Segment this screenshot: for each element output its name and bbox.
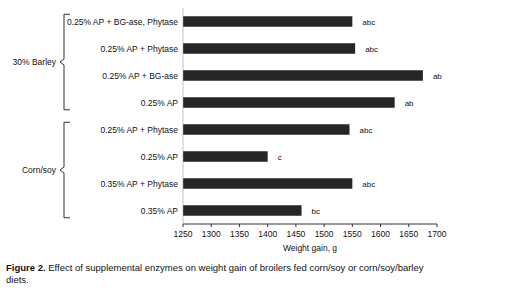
group-bracket bbox=[60, 14, 70, 110]
significance-letters: abc bbox=[362, 18, 375, 27]
x-axis-label: Weight gain, g bbox=[283, 243, 337, 253]
bar bbox=[183, 124, 350, 135]
x-tick bbox=[380, 224, 381, 227]
x-tick bbox=[211, 224, 212, 227]
category-label: 0.25% AP + BG-ase, Phytase bbox=[67, 17, 178, 27]
x-axis-line bbox=[183, 224, 437, 225]
caption-text: Effect of supplemental enzymes on weight… bbox=[6, 262, 424, 285]
x-tick-label: 1450 bbox=[286, 229, 305, 239]
significance-letters: ab bbox=[433, 72, 442, 81]
category-label: 0.25% AP bbox=[141, 98, 179, 108]
significance-letters: abc bbox=[362, 180, 375, 189]
x-tick bbox=[324, 224, 325, 227]
significance-letters: bc bbox=[312, 207, 320, 216]
x-tick-label: 1500 bbox=[315, 229, 334, 239]
x-tick-label: 1300 bbox=[202, 229, 221, 239]
x-tick-label: 1700 bbox=[428, 229, 447, 239]
bar bbox=[183, 43, 355, 54]
bar bbox=[183, 70, 423, 81]
category-label: 0.25% AP bbox=[141, 152, 179, 162]
chart-root: 0.25% AP + BG-ase, Phytaseabc0.25% AP + … bbox=[0, 0, 520, 289]
x-tick-label: 1400 bbox=[258, 229, 277, 239]
x-tick bbox=[437, 224, 438, 227]
significance-letters: abc bbox=[365, 45, 378, 54]
x-tick-label: 1350 bbox=[230, 229, 249, 239]
bar bbox=[183, 205, 302, 216]
category-label: 0.25% AP + BG-ase bbox=[102, 71, 178, 81]
x-tick bbox=[408, 224, 409, 227]
caption: Figure 2. Effect of supplemental enzymes… bbox=[6, 262, 436, 286]
x-tick-label: 1650 bbox=[399, 229, 418, 239]
bar bbox=[183, 151, 268, 162]
bars bbox=[183, 16, 423, 216]
category-label: 0.35% AP + Phytase bbox=[100, 179, 178, 189]
bar bbox=[183, 16, 352, 27]
bar bbox=[183, 97, 395, 108]
x-tick bbox=[183, 224, 184, 227]
x-tick bbox=[239, 224, 240, 227]
category-label: 0.25% AP + Phytase bbox=[100, 44, 178, 54]
significance-letters: ab bbox=[405, 99, 414, 108]
x-tick bbox=[295, 224, 296, 227]
bar bbox=[183, 178, 352, 189]
group-label: 30% Barley bbox=[13, 57, 57, 67]
group-label: Corn/soy bbox=[22, 165, 57, 175]
category-label: 0.25% AP + Phytase bbox=[100, 125, 178, 135]
caption-label: Figure 2. bbox=[6, 262, 46, 273]
significance-letters: c bbox=[278, 153, 282, 162]
x-tick bbox=[352, 224, 353, 227]
x-tick-label: 1550 bbox=[343, 229, 362, 239]
x-tick bbox=[267, 224, 268, 227]
y-axis-line bbox=[183, 8, 184, 224]
group-bracket bbox=[60, 122, 70, 218]
category-label: 0.35% AP bbox=[141, 206, 179, 216]
x-tick-label: 1250 bbox=[174, 229, 193, 239]
significance-letters: abc bbox=[360, 126, 373, 135]
x-tick-label: 1600 bbox=[371, 229, 390, 239]
